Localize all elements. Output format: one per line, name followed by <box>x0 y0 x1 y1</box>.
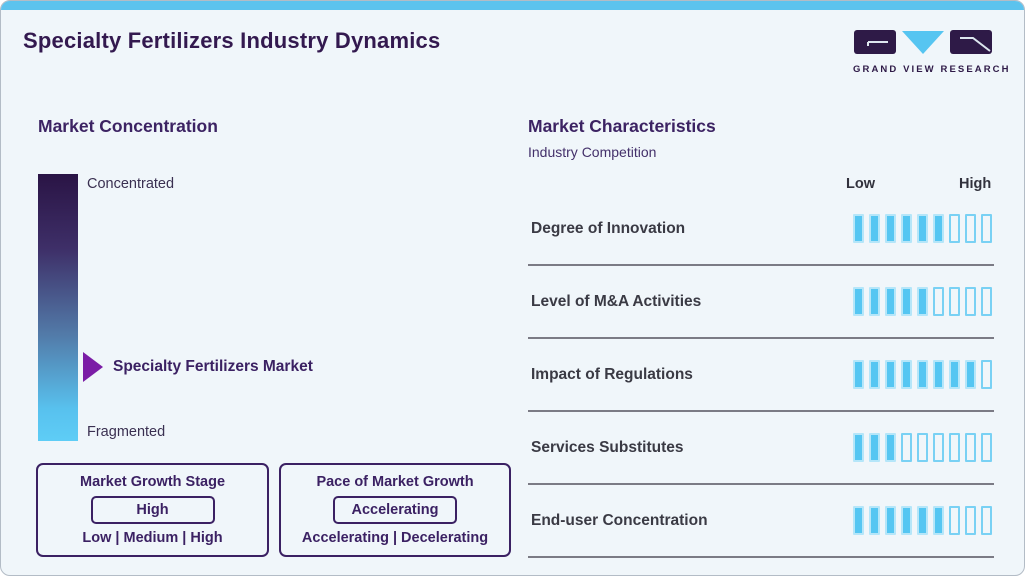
characteristic-label: Impact of Regulations <box>531 365 693 383</box>
rating-segment <box>901 214 912 243</box>
market-pointer-arrow-icon <box>83 352 103 382</box>
rating-segment <box>885 287 896 316</box>
pace-value: Accelerating <box>333 496 457 524</box>
growth-stage-value: High <box>90 496 215 524</box>
rating-segment <box>853 433 864 462</box>
market-growth-stage-box: Market Growth Stage High Low | Medium | … <box>36 463 269 557</box>
gvr-logo-icon <box>854 30 992 54</box>
characteristic-label: Degree of Innovation <box>531 219 686 237</box>
rating-segment <box>949 287 960 316</box>
rating-segment <box>885 360 896 389</box>
rating-segment <box>885 214 896 243</box>
rating-segment <box>901 360 912 389</box>
rating-segment <box>949 360 960 389</box>
rating-segment <box>949 506 960 535</box>
rating-segment <box>933 214 944 243</box>
rating-segment <box>917 360 928 389</box>
rating-bar <box>853 287 992 316</box>
rating-segment <box>965 506 976 535</box>
rating-segment <box>853 506 864 535</box>
market-concentration-heading: Market Concentration <box>38 116 218 136</box>
characteristic-label: Services Substitutes <box>531 438 684 456</box>
top-accent-bar <box>1 1 1024 10</box>
growth-stage-options: Low | Medium | High <box>82 530 223 546</box>
pace-title: Pace of Market Growth <box>316 474 474 490</box>
rating-segment <box>869 506 880 535</box>
characteristic-row: Degree of Innovation <box>528 193 994 266</box>
rating-segment <box>981 214 992 243</box>
rating-segment <box>981 506 992 535</box>
rating-segment <box>949 214 960 243</box>
market-characteristics-heading: Market Characteristics <box>528 116 716 136</box>
page-title: Specialty Fertilizers Industry Dynamics <box>23 28 441 53</box>
rating-bar <box>853 214 992 243</box>
rating-segment <box>885 506 896 535</box>
characteristic-row: Level of M&A Activities <box>528 266 994 339</box>
scale-low-label: Low <box>846 176 875 192</box>
rating-segment <box>981 287 992 316</box>
rating-segment <box>917 287 928 316</box>
rating-segment <box>869 433 880 462</box>
rating-segment <box>965 287 976 316</box>
market-pointer-label: Specialty Fertilizers Market <box>113 358 313 375</box>
characteristic-label: Level of M&A Activities <box>531 292 702 310</box>
rating-segment <box>901 287 912 316</box>
characteristic-row: Services Substitutes <box>528 412 994 485</box>
rating-segment <box>917 506 928 535</box>
grand-view-research-logo: GRAND VIEW RESEARCH <box>853 29 1011 75</box>
rating-segment <box>901 506 912 535</box>
rating-segment <box>901 433 912 462</box>
rating-segment <box>933 287 944 316</box>
rating-segment <box>869 214 880 243</box>
rating-segment <box>933 433 944 462</box>
rating-bar <box>853 433 992 462</box>
rating-segment <box>853 360 864 389</box>
rating-segment <box>965 433 976 462</box>
pace-of-growth-box: Pace of Market Growth Accelerating Accel… <box>279 463 511 557</box>
rating-segment <box>981 360 992 389</box>
scale-high-label: High <box>959 176 992 192</box>
rating-segment <box>917 433 928 462</box>
industry-competition-subheading: Industry Competition <box>528 144 657 160</box>
rating-bar <box>853 506 992 535</box>
rating-segment <box>869 287 880 316</box>
characteristics-list: Degree of Innovation Level of M&A Activit… <box>528 193 994 558</box>
rating-bar <box>853 360 992 389</box>
concentrated-label: Concentrated <box>87 176 175 192</box>
characteristic-row: Impact of Regulations <box>528 339 994 412</box>
concentration-gradient-bar <box>38 174 78 441</box>
pace-options: Accelerating | Decelerating <box>301 530 489 546</box>
rating-segment <box>933 506 944 535</box>
growth-stage-title: Market Growth Stage <box>79 474 226 490</box>
characteristic-label: End-user Concentration <box>531 511 708 529</box>
rating-segment <box>853 214 864 243</box>
rating-segment <box>965 214 976 243</box>
rating-segment <box>981 433 992 462</box>
rating-segment <box>853 287 864 316</box>
rating-segment <box>869 360 880 389</box>
fragmented-label: Fragmented <box>87 424 166 440</box>
rating-segment <box>949 433 960 462</box>
rating-segment <box>885 433 896 462</box>
rating-segment <box>965 360 976 389</box>
logo-wordmark: GRAND VIEW RESEARCH <box>853 64 1011 75</box>
rating-segment <box>917 214 928 243</box>
characteristic-row: End-user Concentration <box>528 485 994 558</box>
rating-segment <box>933 360 944 389</box>
